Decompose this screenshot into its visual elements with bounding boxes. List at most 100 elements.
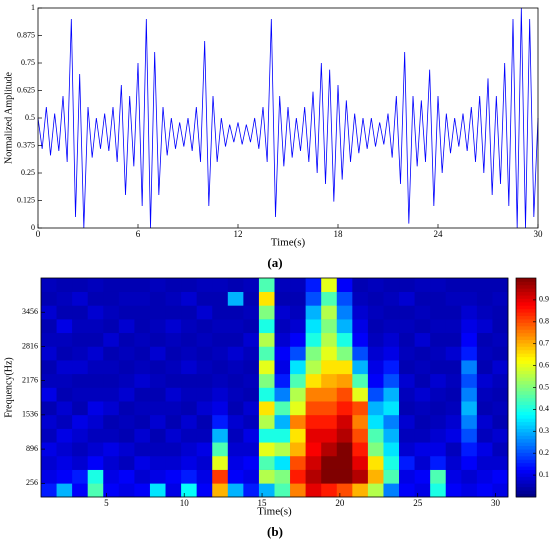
heat-cell bbox=[352, 483, 369, 498]
heat-cell bbox=[476, 319, 493, 334]
heat-cell bbox=[336, 332, 353, 347]
heat-cell bbox=[414, 305, 431, 320]
heat-cell bbox=[274, 291, 291, 306]
heat-cell bbox=[399, 373, 415, 388]
heat-cell bbox=[149, 319, 166, 334]
heat-cell bbox=[181, 428, 197, 443]
heat-cell bbox=[399, 442, 415, 457]
axes-frame bbox=[37, 7, 539, 229]
heat-cell bbox=[321, 414, 338, 429]
heat-cell bbox=[367, 455, 384, 470]
colorbar-step bbox=[516, 394, 536, 399]
colorbar-step bbox=[516, 466, 536, 471]
heat-cell bbox=[414, 332, 431, 347]
colorbar-step bbox=[516, 490, 536, 494]
heat-cell bbox=[476, 414, 493, 429]
colorbar-tick-label: 0.1 bbox=[539, 470, 549, 479]
y-axis-label: Frequency(Hz) bbox=[3, 357, 14, 418]
heat-cell bbox=[103, 414, 120, 429]
heat-cell bbox=[445, 305, 462, 320]
colorbar-step bbox=[516, 442, 536, 447]
colorbar-step bbox=[516, 288, 536, 293]
heat-cell bbox=[165, 305, 182, 320]
heat-cell bbox=[352, 360, 369, 375]
heat-cell bbox=[445, 332, 462, 347]
x-tick-label: 24 bbox=[434, 229, 444, 239]
heat-cell bbox=[72, 414, 88, 429]
heat-cell bbox=[383, 278, 400, 292]
heat-cell bbox=[274, 346, 291, 361]
heat-cell bbox=[352, 455, 369, 470]
heat-cell bbox=[352, 346, 369, 361]
colorbar-step bbox=[516, 284, 536, 289]
heat-cell bbox=[212, 428, 229, 443]
heat-cell bbox=[476, 455, 493, 470]
heat-cell bbox=[476, 360, 493, 375]
heat-cell bbox=[336, 373, 353, 388]
heat-cell bbox=[41, 360, 57, 375]
heat-cell bbox=[103, 469, 120, 484]
heat-cell bbox=[367, 332, 384, 347]
heat-cell bbox=[118, 278, 135, 292]
heat-cell bbox=[399, 332, 415, 347]
heat-cell bbox=[445, 387, 462, 402]
heat-cell bbox=[227, 319, 244, 334]
heat-cell bbox=[414, 360, 431, 375]
heat-cell bbox=[181, 414, 197, 429]
heat-cell bbox=[305, 305, 322, 320]
heat-cell bbox=[461, 455, 478, 470]
y-tick-label: 0.875 bbox=[17, 30, 35, 39]
y-axis-label: Normalized Amplitude bbox=[3, 71, 14, 163]
heat-cell bbox=[461, 428, 478, 443]
heat-cell bbox=[258, 346, 275, 361]
colorbar-step bbox=[516, 473, 536, 477]
heat-cell bbox=[134, 373, 151, 388]
heat-cell bbox=[445, 401, 462, 416]
heat-cell bbox=[87, 401, 104, 416]
heat-cell bbox=[87, 455, 104, 470]
heat-cell bbox=[41, 469, 57, 484]
heat-cell bbox=[227, 442, 244, 457]
heat-cell bbox=[274, 319, 291, 334]
heat-cell bbox=[227, 401, 244, 416]
heat-cell bbox=[399, 455, 415, 470]
heat-cell bbox=[336, 291, 353, 306]
heat-cell bbox=[103, 319, 120, 334]
heat-cell bbox=[212, 401, 229, 416]
heat-cell bbox=[461, 360, 478, 375]
colorbar-tick-label: 0.9 bbox=[539, 295, 549, 304]
heat-cell bbox=[103, 442, 120, 457]
heat-cell bbox=[181, 483, 197, 498]
heat-cell bbox=[165, 401, 182, 416]
colorbar-step bbox=[516, 411, 536, 416]
heat-cell bbox=[367, 373, 384, 388]
colorbar-step bbox=[516, 349, 536, 354]
heat-cell bbox=[165, 373, 182, 388]
heat-cell bbox=[134, 401, 151, 416]
heat-cell bbox=[41, 346, 57, 361]
heat-cell bbox=[56, 278, 73, 292]
heat-cell bbox=[367, 387, 384, 402]
colorbar-step bbox=[516, 469, 536, 474]
colorbar-step bbox=[516, 449, 536, 453]
heat-cell bbox=[149, 428, 166, 443]
y-tick-label: 0.125 bbox=[17, 195, 35, 204]
y-tick-label: 896 bbox=[26, 444, 38, 453]
colorbar-step bbox=[516, 319, 536, 323]
heat-cell bbox=[41, 278, 57, 292]
heat-cell bbox=[383, 332, 400, 347]
heat-cell bbox=[461, 291, 478, 306]
heat-cell bbox=[103, 291, 120, 306]
heat-cell bbox=[461, 414, 478, 429]
heat-cell bbox=[196, 469, 213, 484]
heat-cell bbox=[399, 360, 415, 375]
colorbar-step bbox=[516, 479, 536, 484]
heat-cell bbox=[290, 278, 306, 292]
colorbar-tick-label: 0.4 bbox=[539, 404, 549, 413]
heat-cell bbox=[41, 291, 57, 306]
heat-cell bbox=[430, 305, 447, 320]
heat-cell bbox=[399, 305, 415, 320]
heat-cell bbox=[290, 455, 306, 470]
heat-cell bbox=[290, 469, 306, 484]
heat-cell bbox=[87, 305, 104, 320]
